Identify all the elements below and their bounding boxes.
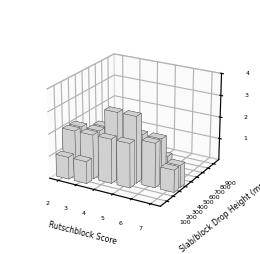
X-axis label: Rutschblock Score: Rutschblock Score xyxy=(48,221,118,247)
Y-axis label: Slab/block Drop Height (mm): Slab/block Drop Height (mm) xyxy=(178,178,260,254)
